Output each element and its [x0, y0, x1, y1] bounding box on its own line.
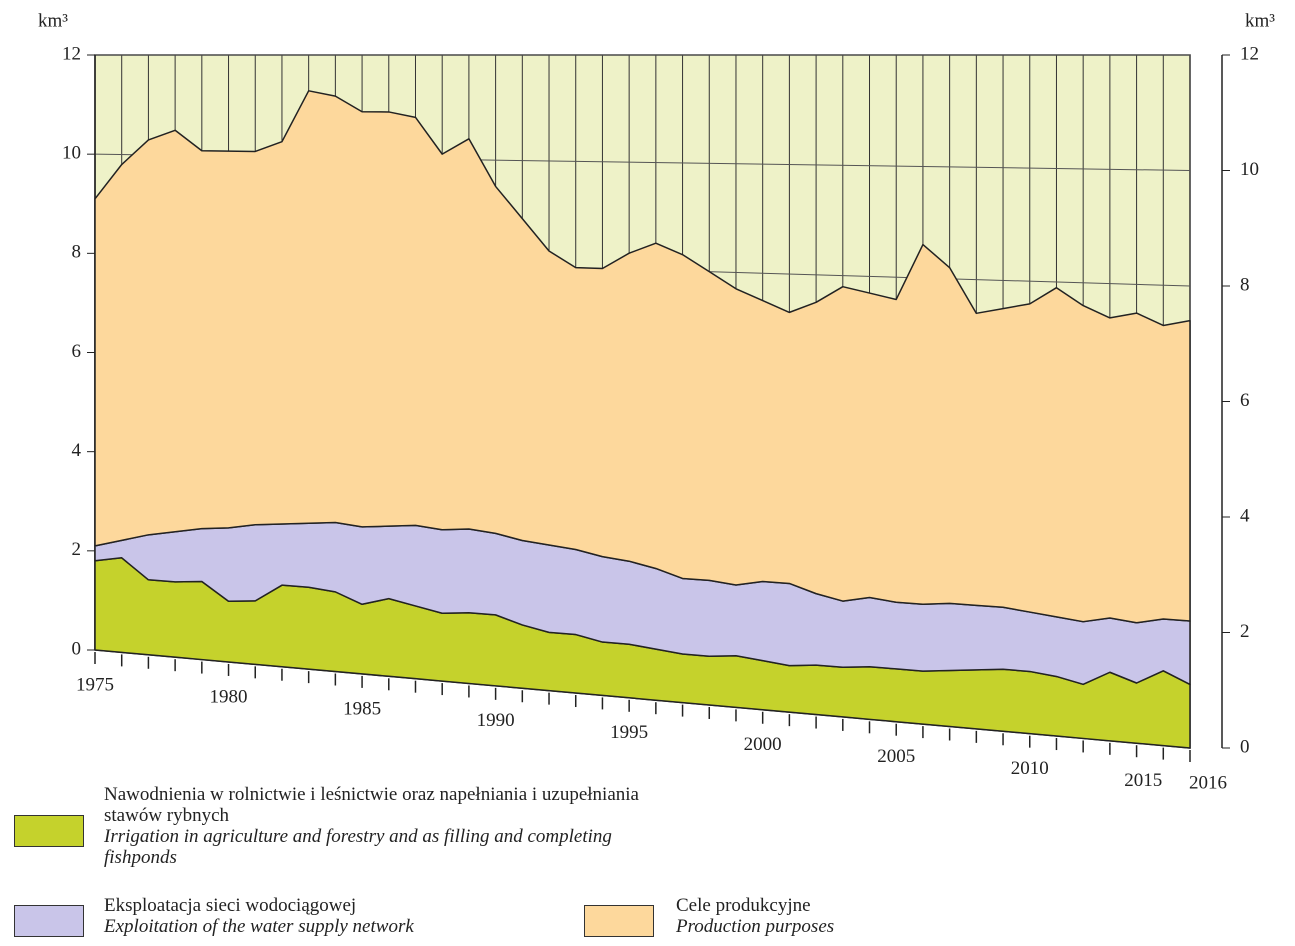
x-tick-label: 1980: [210, 686, 248, 707]
x-tick-label: 1975: [76, 674, 114, 695]
x-tick-label: 2000: [744, 734, 782, 755]
legend-swatch: [584, 905, 654, 937]
y2-tick-label: 8: [1240, 274, 1250, 295]
x-tick-label: 2015: [1124, 770, 1162, 791]
legend-label-en: Irrigation in agriculture and forestry a…: [104, 826, 612, 868]
y-tick-label: 0: [72, 638, 82, 659]
y2-tick-label: 12: [1240, 43, 1259, 64]
y-unit: km³: [38, 10, 68, 31]
x-tick-label: 2016: [1189, 772, 1227, 793]
y-tick-label: 6: [72, 341, 82, 362]
legend-swatch: [14, 815, 84, 847]
legend-entry: Nawodnienia w rolnictwie i leśnictwie or…: [104, 784, 664, 868]
y-tick-label: 10: [62, 143, 81, 164]
legend-label: Nawodnienia w rolnictwie i leśnictwie or…: [104, 784, 639, 826]
legend-label-en: Exploitation of the water supply network: [104, 916, 414, 937]
legend-entry: Cele produkcyjne Production purposes: [676, 895, 976, 937]
area: [94, 90, 1191, 624]
y2-unit: km³: [1245, 10, 1275, 31]
y-tick-label: 12: [62, 43, 81, 64]
x-tick-label: 1985: [343, 698, 381, 719]
legend-entry: Eksploatacja sieci wodociągowej Exploita…: [104, 895, 564, 937]
y2-tick-label: 0: [1240, 736, 1250, 757]
x-tick-label: 2005: [877, 746, 915, 767]
y-tick-label: 4: [72, 440, 82, 461]
y2-tick-label: 4: [1240, 505, 1250, 526]
x-tick-label: 1995: [610, 722, 648, 743]
legend-swatch: [14, 905, 84, 937]
y-tick-label: 2: [72, 539, 82, 560]
legend-label: Eksploatacja sieci wodociągowej: [104, 895, 357, 916]
legend-label: Cele produkcyjne: [676, 895, 811, 916]
y-tick-label: 8: [72, 242, 82, 263]
x-tick-label: 2010: [1011, 758, 1049, 779]
y2-tick-label: 2: [1240, 621, 1250, 642]
x-tick-label: 1990: [477, 710, 515, 731]
y2-tick-label: 10: [1240, 159, 1259, 180]
y2-tick-label: 6: [1240, 390, 1250, 411]
legend-label-en: Production purposes: [676, 916, 835, 937]
